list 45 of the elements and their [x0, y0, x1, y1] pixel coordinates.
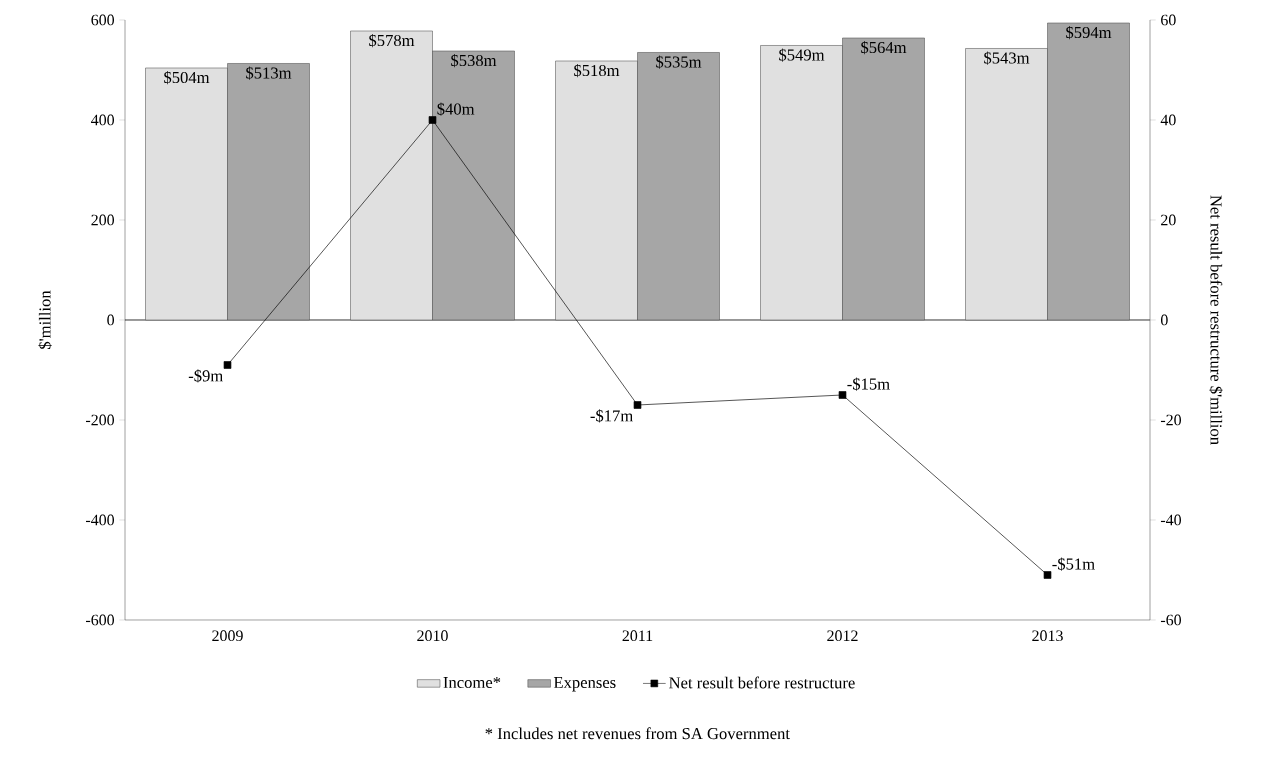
data-label: $535m: [656, 55, 702, 69]
point: [1043, 571, 1052, 579]
data-label: $518m: [574, 63, 620, 78]
y2-tick-label: -60: [1160, 614, 1182, 626]
x-tick-label: 2012: [827, 630, 858, 642]
y2-tick-label: 20: [1161, 214, 1176, 226]
y-tick-label: -400: [86, 514, 115, 526]
y2-tick-label: -40: [1160, 514, 1182, 526]
text: * Includes net revenues from SA Government: [485, 727, 790, 740]
y-tick-label: -200: [86, 414, 115, 426]
y-axis-title: $'million: [38, 290, 52, 349]
data-label: -$51m: [1052, 557, 1095, 571]
y-tick-label: 0: [107, 314, 115, 326]
point: [428, 116, 437, 124]
y2-tick-label: 60: [1161, 14, 1176, 26]
y2-tick-label: -20: [1160, 414, 1182, 426]
y-tick-label: 200: [91, 214, 115, 226]
data-label: -$9m: [188, 369, 223, 383]
data-label: -$15m: [847, 377, 890, 391]
y-tick-label: 400: [91, 114, 115, 126]
legend-label: Income*: [443, 676, 501, 689]
y2-axis-title: Net result before restructure $'million: [1209, 195, 1223, 445]
y-tick-label: -600: [86, 614, 115, 626]
data-label: $504m: [164, 70, 210, 85]
legend-label: Net result before restructure: [669, 676, 855, 689]
y2-tick-label: 0: [1160, 314, 1168, 326]
point: [838, 391, 847, 399]
x-tick-label: 2009: [212, 630, 243, 642]
data-label: $538m: [451, 53, 497, 68]
data-label: $543m: [984, 51, 1030, 65]
x-tick-label: 2010: [417, 630, 448, 642]
x-tick-label: 2013: [1032, 630, 1063, 642]
data-label: -$17m: [590, 409, 633, 423]
y2-tick-label: 40: [1160, 114, 1176, 126]
data-label: $549m: [779, 48, 825, 62]
data-label: $40m: [437, 102, 475, 116]
data-label: $578m: [369, 33, 415, 48]
x-tick-label: 2011: [622, 630, 653, 642]
point: [223, 361, 232, 369]
data-label: $513m: [246, 66, 292, 80]
data-label: $594m: [1066, 25, 1112, 40]
y-tick-label: 600: [91, 14, 115, 26]
legend-label: Expenses: [553, 676, 616, 692]
data-label: $564m: [861, 40, 907, 55]
point: [633, 401, 642, 409]
